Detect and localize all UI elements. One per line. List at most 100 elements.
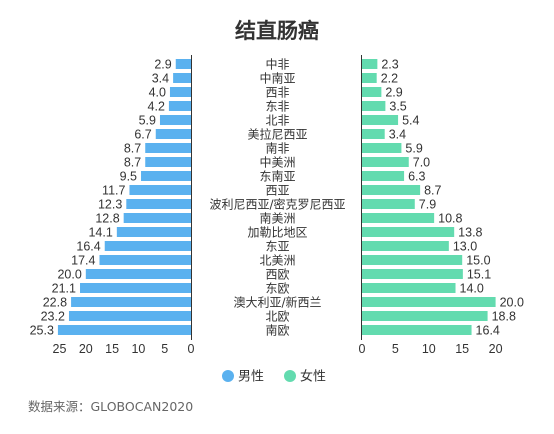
- bar-male: [116, 227, 191, 237]
- bar-male: [168, 101, 191, 111]
- tick-label-male: 25: [53, 342, 67, 356]
- value-label-male: 12.3: [98, 198, 122, 212]
- legend-swatch-female: [284, 370, 296, 382]
- category-label: 中非: [265, 57, 289, 72]
- value-label-male: 6.7: [134, 128, 151, 142]
- bar-male: [123, 213, 191, 223]
- value-label-female: 14.0: [460, 282, 484, 296]
- bar-male: [175, 59, 191, 69]
- value-label-female: 2.9: [385, 86, 402, 100]
- category-label: 波利尼西亚/密克罗尼西亚: [209, 197, 345, 212]
- bar-female: [362, 101, 386, 111]
- value-label-male: 12.8: [95, 212, 119, 226]
- category-label: 西欧: [265, 268, 289, 282]
- bar-female: [362, 269, 463, 279]
- category-label: 澳大利亚/新西兰: [233, 295, 321, 310]
- bar-female: [362, 199, 415, 209]
- bar-male: [68, 311, 191, 321]
- bar-male: [99, 255, 191, 265]
- value-label-male: 3.4: [152, 72, 169, 86]
- bar-female: [362, 157, 409, 167]
- bar-male: [155, 129, 191, 139]
- bar-female: [362, 283, 456, 293]
- value-label-male: 25.3: [30, 324, 54, 338]
- bar-female: [362, 143, 402, 153]
- category-label: 北欧: [265, 310, 289, 324]
- legend-swatch-male: [222, 370, 234, 382]
- tick-label-female: 0: [359, 342, 366, 356]
- bar-male: [173, 73, 191, 83]
- category-label: 东非: [265, 100, 289, 114]
- legend-label-male: 男性: [238, 370, 264, 385]
- category-label: 南非: [265, 141, 289, 156]
- tick-label-female: 20: [489, 342, 503, 356]
- bar-female: [362, 213, 435, 223]
- category-label: 东亚: [265, 240, 289, 254]
- tick-label-male: 5: [161, 342, 168, 356]
- value-label-female: 2.2: [381, 72, 398, 86]
- bars-layer: 2.9 2.3 中非 3.4 2.2 中南亚 4.0 2.9 西非 4.2 3.5 东非 5.9 5.4 北…: [30, 57, 524, 338]
- value-label-female: 13.0: [453, 240, 477, 254]
- category-label: 西亚: [265, 184, 289, 198]
- value-label-female: 20.0: [500, 296, 524, 310]
- category-label: 东欧: [265, 282, 289, 296]
- value-label-male: 16.4: [76, 240, 100, 254]
- bar-male: [129, 185, 191, 195]
- bar-male: [71, 297, 191, 307]
- value-label-male: 23.2: [41, 310, 65, 324]
- value-label-male: 4.2: [148, 100, 165, 114]
- bar-female: [362, 87, 382, 97]
- category-label: 南美洲: [259, 211, 295, 226]
- bar-female: [362, 325, 472, 335]
- category-label: 西非: [265, 86, 289, 100]
- bar-female: [362, 297, 496, 307]
- bar-male: [145, 143, 191, 153]
- category-label: 中美洲: [259, 155, 295, 170]
- value-label-female: 7.9: [419, 198, 436, 212]
- value-label-female: 2.3: [381, 58, 398, 72]
- category-label: 北美洲: [259, 254, 295, 268]
- bar-male: [80, 283, 191, 293]
- value-label-male: 20.0: [57, 268, 81, 282]
- bar-male: [141, 171, 191, 181]
- value-label-male: 17.4: [71, 254, 95, 268]
- value-label-female: 15.0: [466, 254, 490, 268]
- bar-female: [362, 311, 488, 321]
- bar-female: [362, 241, 449, 251]
- bar-female: [362, 129, 385, 139]
- value-label-female: 7.0: [413, 156, 430, 170]
- value-label-male: 21.1: [52, 282, 76, 296]
- tick-label-female: 15: [455, 342, 469, 356]
- value-label-female: 13.8: [458, 226, 482, 240]
- axes-layer: 25 20 15 10 5 0 0 5 10 15 20: [53, 55, 503, 356]
- category-label: 东南亚: [259, 169, 295, 184]
- value-label-female: 18.8: [492, 310, 516, 324]
- bar-female: [362, 73, 377, 83]
- category-label: 中南亚: [259, 71, 295, 86]
- value-label-female: 16.4: [476, 324, 500, 338]
- value-label-male: 14.1: [88, 226, 112, 240]
- value-label-male: 2.9: [154, 58, 171, 72]
- value-label-female: 5.4: [402, 114, 419, 128]
- value-label-male: 9.5: [120, 170, 137, 184]
- bar-male: [85, 269, 191, 279]
- bar-male: [159, 115, 191, 125]
- tick-label-male: 15: [105, 342, 119, 356]
- value-label-female: 5.9: [405, 142, 422, 156]
- legend-label-female: 女性: [300, 369, 326, 385]
- tick-label-male: 10: [131, 342, 145, 356]
- bar-male: [104, 241, 191, 251]
- bar-male: [57, 325, 192, 335]
- chart-title: 结直肠癌: [235, 19, 319, 43]
- value-label-male: 22.8: [43, 296, 67, 310]
- bar-female: [362, 59, 378, 69]
- bar-male: [169, 87, 191, 97]
- bar-female: [362, 171, 405, 181]
- value-label-male: 11.7: [102, 184, 125, 198]
- value-label-female: 6.3: [408, 170, 425, 184]
- bar-male: [126, 199, 191, 209]
- legend: 男性 女性: [222, 369, 326, 385]
- tick-label-female: 10: [422, 342, 436, 356]
- value-label-female: 8.7: [424, 184, 441, 198]
